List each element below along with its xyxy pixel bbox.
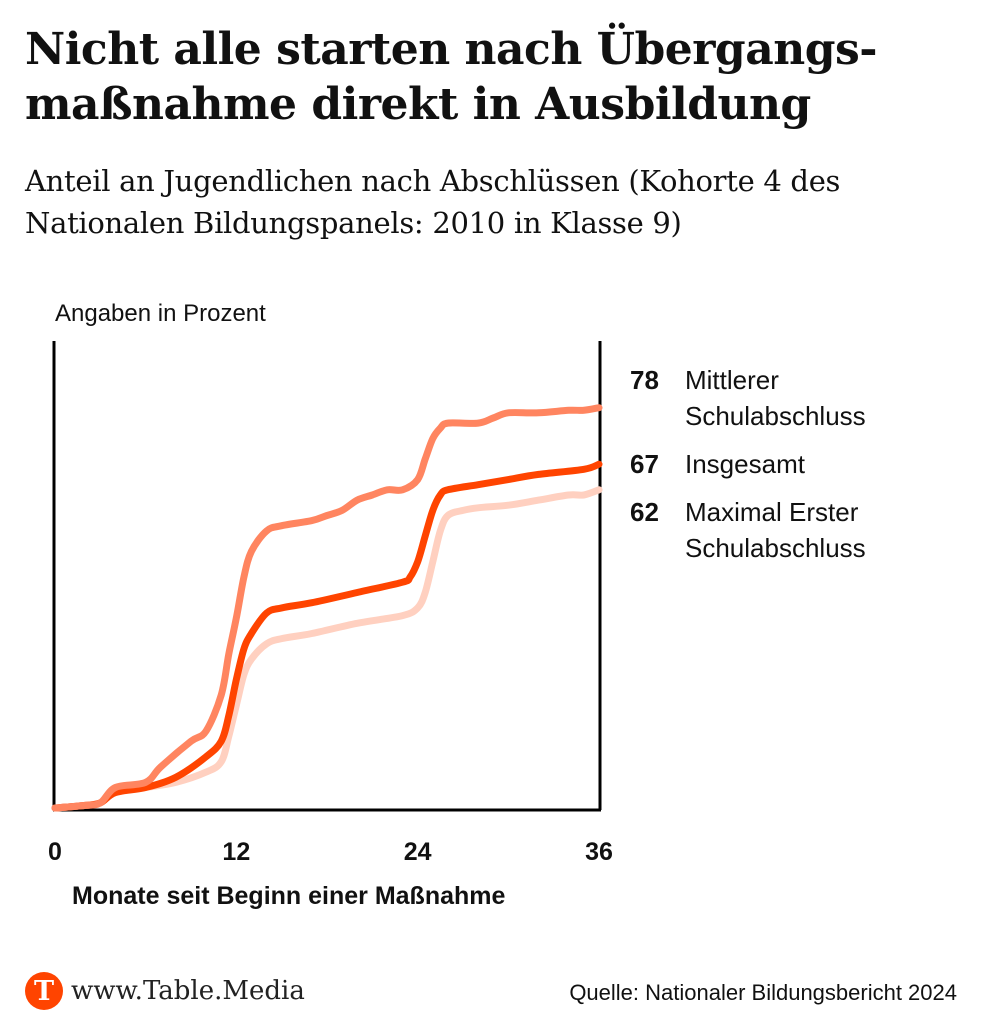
x-tick-label: 24	[404, 838, 432, 866]
legend-item-maximal-erster: 62 Maximal Erster Schulabschluss	[630, 494, 970, 566]
legend-label: Maximal Erster Schulabschluss	[685, 497, 866, 563]
chart-subtitle: Anteil an Jugendlichen nach Abschlüssen …	[25, 164, 841, 240]
legend-value: 78	[630, 365, 659, 395]
x-tick-label: 0	[48, 838, 62, 866]
x-tick-label: 12	[222, 838, 250, 866]
chart-title: Nicht alle starten nach Übergangs-maßnah…	[25, 24, 878, 130]
legend-value: 62	[630, 497, 659, 527]
series-line-insgesamt	[51, 460, 603, 812]
x-tick-label: 36	[585, 838, 613, 866]
source-note: Quelle: Nationaler Bildungsbericht 2024	[569, 980, 957, 1005]
brand-logo[interactable]: T www.Table.Media	[25, 972, 305, 1010]
legend-label: Mittlerer Schulabschluss	[685, 365, 866, 431]
series-layer	[51, 404, 603, 812]
legend-item-mittlerer: 78 Mittlerer Schulabschluss	[630, 362, 970, 434]
x-axis-title: Monate seit Beginn einer Maßnahme	[72, 882, 506, 910]
legend-value: 67	[630, 449, 659, 479]
site-link[interactable]: www.Table.Media	[71, 976, 305, 1006]
unit-label: Angaben in Prozent	[55, 300, 266, 327]
series-line-mittlerer-schulabschluss	[51, 404, 603, 812]
x-tick-labels: 0 12 24 36	[48, 838, 613, 866]
legend-label: Insgesamt	[685, 449, 805, 479]
series-line-maximal-erster-schulabschluss	[51, 486, 603, 812]
table-media-logo-icon: T	[25, 972, 63, 1010]
legend-item-insgesamt: 67 Insgesamt	[630, 446, 970, 482]
legend: 78 Mittlerer Schulabschluss 67 Insgesamt…	[630, 362, 970, 578]
